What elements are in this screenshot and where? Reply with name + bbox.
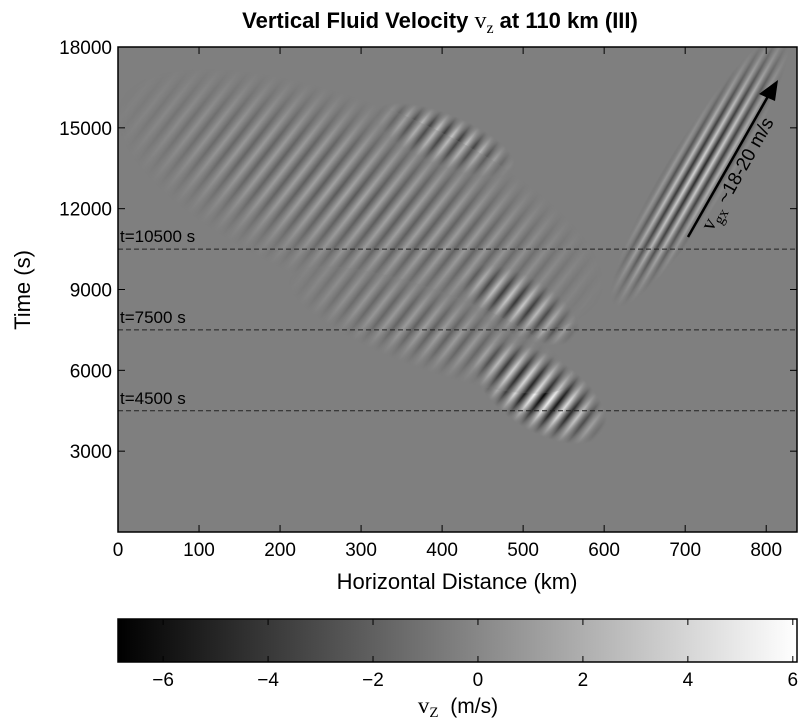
colorbar-tick-label: −4 — [257, 670, 279, 691]
title-subscript: z — [486, 20, 493, 37]
arrow-head — [759, 80, 778, 101]
reference-label: t=10500 s — [120, 227, 195, 246]
x-tick-label: 200 — [264, 540, 296, 561]
reference-label: t=7500 s — [120, 308, 186, 327]
x-tick-label: 0 — [113, 540, 124, 561]
y-tick-label: 15000 — [59, 119, 112, 140]
x-tick-label: 800 — [750, 540, 782, 561]
title-symbol: v — [474, 8, 486, 34]
title-text: Vertical Fluid Velocity — [242, 8, 474, 33]
colorbar-tick-label: −6 — [152, 670, 174, 691]
colorbar-tick-label: 4 — [683, 670, 694, 691]
reference-label: t=4500 s — [120, 389, 186, 408]
colorbar — [117, 618, 798, 663]
reference-lines: t=4500 s t=7500 s t=10500 s — [118, 227, 797, 412]
colorbar-symbol: v — [418, 693, 430, 718]
y-tick-label: 18000 — [59, 38, 112, 59]
y-tick-label: 9000 — [70, 281, 112, 302]
colorbar-tick-label: 0 — [473, 670, 484, 691]
y-axis-label: Time (s) — [10, 250, 35, 330]
title-text: at 110 km (III) — [494, 8, 638, 33]
y-tick-label: 3000 — [70, 442, 112, 463]
colorbar-subscript: Z — [429, 705, 438, 721]
x-tick-label: 600 — [588, 540, 620, 561]
colorbar-tick-label: 6 — [788, 670, 799, 691]
arrow-shaft — [686, 90, 773, 238]
x-tick-label: 400 — [426, 540, 458, 561]
colorbar-label: vZ (m/s) — [418, 693, 498, 721]
y-tick-label: 6000 — [70, 361, 112, 382]
x-tick-label: 700 — [669, 540, 701, 561]
x-tick-label: 500 — [507, 540, 539, 561]
y-tick-label: 12000 — [59, 200, 112, 221]
x-tick-label: 300 — [345, 540, 377, 561]
chart-title: Vertical Fluid Velocity vz at 110 km (II… — [242, 8, 638, 37]
colorbar-unit: (m/s) — [439, 695, 498, 718]
x-axis-label: Horizontal Distance (km) — [337, 569, 578, 594]
colorbar-tick-label: 2 — [578, 670, 589, 691]
colorbar-tick-label: −2 — [362, 670, 384, 691]
heatmap-field — [118, 47, 797, 532]
x-tick-label: 100 — [183, 540, 215, 561]
